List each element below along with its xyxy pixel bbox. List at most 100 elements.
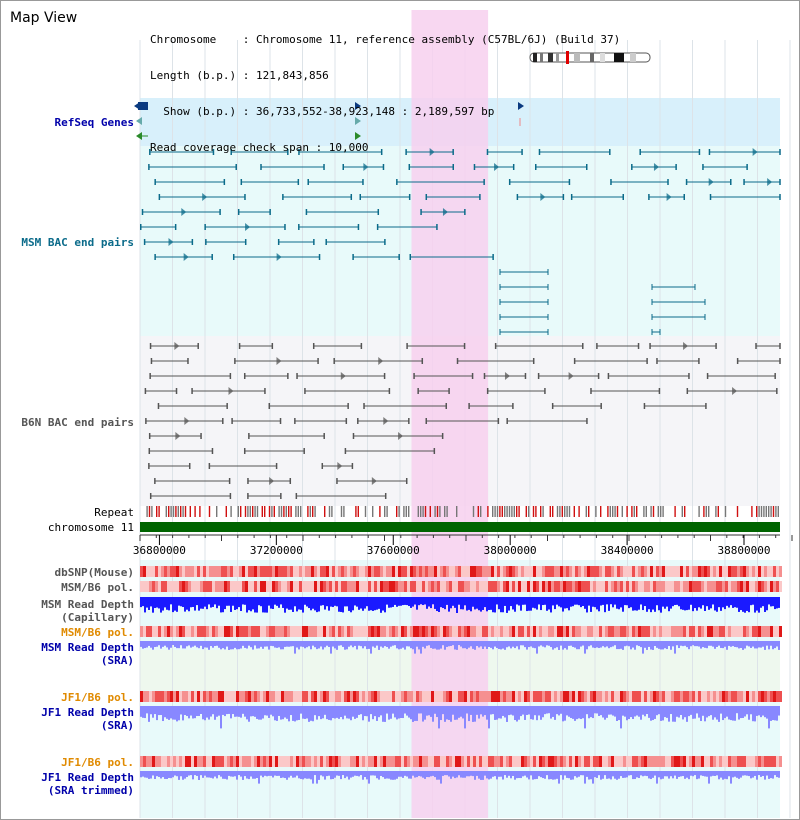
msm-b6-pol-strip-cell bbox=[710, 581, 713, 592]
jf1-sra-depth-bar bbox=[576, 706, 578, 720]
track-label-msm-b6-pol-2[interactable]: MSM/B6 pol. bbox=[61, 626, 134, 639]
msm-sra-depth-bar bbox=[746, 641, 748, 646]
chromosome-bar[interactable] bbox=[140, 522, 780, 532]
jf1-b6-pol-strip-cell bbox=[179, 691, 182, 702]
jf1-b6-pol-strip-2-cell bbox=[689, 756, 692, 767]
msm-b6-pol-strip-2-cell bbox=[164, 626, 167, 637]
jf1-trimmed-depth-bar bbox=[402, 771, 404, 778]
msm-capillary-depth-bar bbox=[176, 597, 178, 612]
dbsnp-strip-cell bbox=[767, 566, 770, 577]
dbsnp-strip-cell bbox=[422, 566, 425, 577]
msm-b6-pol-strip-2-cell bbox=[182, 626, 185, 637]
track-label-jf1-depth-trimmed[interactable]: JF1 Read Depth bbox=[41, 771, 134, 784]
track-label-repeat[interactable]: Repeat bbox=[94, 506, 134, 519]
track-label-b6n-bac[interactable]: B6N BAC end pairs bbox=[21, 416, 134, 429]
highlight-region[interactable] bbox=[411, 10, 489, 818]
jf1-b6-pol-strip-2-cell bbox=[524, 756, 527, 767]
msm-capillary-depth-bar bbox=[212, 597, 214, 607]
jf1-sra-depth-bar bbox=[268, 706, 270, 718]
track-label-refseq-genes[interactable]: RefSeq Genes bbox=[54, 116, 134, 129]
jf1-sra-depth-bar bbox=[228, 706, 230, 714]
jf1-sra-depth-bar bbox=[384, 706, 386, 722]
repeat-element bbox=[578, 506, 580, 517]
track-label-msm-depth-capillary[interactable]: MSM Read Depth bbox=[41, 598, 134, 611]
jf1-trimmed-depth-bar bbox=[662, 771, 664, 779]
repeat-element bbox=[573, 506, 575, 517]
jf1-b6-pol-strip-2-cell bbox=[254, 756, 257, 767]
dbsnp-strip-cell bbox=[380, 566, 383, 577]
gene-glyph[interactable] bbox=[134, 102, 140, 110]
jf1-trimmed-depth-bar bbox=[648, 771, 650, 779]
msm-capillary-depth-bar bbox=[350, 597, 352, 613]
jf1-b6-pol-strip-cell bbox=[347, 691, 350, 702]
jf1-sra-depth-bar bbox=[198, 706, 200, 716]
jf1-b6-pol-strip-2-cell bbox=[209, 756, 212, 767]
jf1-b6-pol-strip-2-cell bbox=[740, 756, 743, 767]
track-label-msm-bac[interactable]: MSM BAC end pairs bbox=[21, 236, 134, 249]
msm-b6-pol-strip-2-cell bbox=[440, 626, 443, 637]
jf1-trimmed-depth-bar bbox=[650, 771, 652, 780]
jf1-trimmed-depth-bar bbox=[552, 771, 554, 780]
track-label-msm-b6-pol-1[interactable]: MSM/B6 pol. bbox=[61, 581, 134, 594]
gene-glyph[interactable] bbox=[355, 102, 361, 110]
msm-sra-depth-bar bbox=[372, 641, 374, 647]
msm-b6-pol-strip-2-cell bbox=[593, 626, 596, 637]
msm-sra-depth-bar bbox=[378, 641, 380, 650]
msm-sra-depth-bar bbox=[542, 641, 544, 647]
dbsnp-strip-cell bbox=[290, 566, 293, 577]
msm-b6-pol-strip-cell bbox=[647, 581, 650, 592]
jf1-b6-pol-strip-cell bbox=[521, 691, 524, 702]
track-label-dbsnp[interactable]: dbSNP(Mouse) bbox=[54, 566, 134, 579]
jf1-b6-pol-strip-2-cell bbox=[161, 756, 164, 767]
gene-block[interactable] bbox=[138, 102, 148, 110]
dbsnp-strip-cell bbox=[437, 566, 440, 577]
msm-sra-depth-bar bbox=[406, 641, 408, 647]
jf1-trimmed-depth-bar bbox=[624, 771, 626, 778]
msm-capillary-depth-bar bbox=[200, 597, 202, 609]
jf1-sra-depth-bar bbox=[634, 706, 636, 717]
jf1-b6-pol-strip-cell bbox=[479, 691, 482, 702]
dbsnp-strip-cell bbox=[266, 566, 269, 577]
msm-capillary-depth-bar bbox=[440, 597, 442, 608]
gene-glyph[interactable] bbox=[355, 117, 361, 125]
b6n-bac-pair-marker bbox=[184, 417, 190, 425]
jf1-sra-depth-bar bbox=[710, 706, 712, 716]
dbsnp-strip-cell bbox=[476, 566, 479, 577]
jf1-trimmed-depth-bar bbox=[274, 771, 276, 776]
msm-b6-pol-strip-2-cell bbox=[215, 626, 218, 637]
jf1-b6-pol-strip-2-cell bbox=[677, 756, 680, 767]
jf1-trimmed-depth-bar bbox=[504, 771, 506, 776]
msm-sra-depth-bar bbox=[156, 641, 158, 647]
jf1-b6-pol-strip-cell bbox=[356, 691, 359, 702]
jf1-trimmed-depth-bar bbox=[742, 771, 744, 776]
msm-b6-pol-strip-cell bbox=[776, 581, 779, 592]
msm-capillary-depth-bar bbox=[670, 597, 672, 609]
jf1-b6-pol-strip-2-cell bbox=[140, 756, 143, 767]
msm-b6-pol-strip-cell bbox=[704, 581, 707, 592]
gene-glyph[interactable] bbox=[136, 132, 142, 140]
track-label-jf1-depth-sra[interactable]: JF1 Read Depth bbox=[41, 706, 134, 719]
msm-b6-pol-strip-cell bbox=[638, 581, 641, 592]
dbsnp-strip-cell bbox=[464, 566, 467, 577]
jf1-sra-depth-bar bbox=[366, 706, 368, 717]
jf1-trimmed-depth-bar bbox=[202, 771, 204, 778]
msm-b6-pol-strip-2-cell bbox=[143, 626, 146, 637]
dbsnp-strip-cell bbox=[521, 566, 524, 577]
track-label-jf1-b6-pol-2[interactable]: JF1/B6 pol. bbox=[61, 756, 134, 769]
dbsnp-strip-cell bbox=[161, 566, 164, 577]
track-label-jf1-b6-pol-1[interactable]: JF1/B6 pol. bbox=[61, 691, 134, 704]
msm-capillary-depth-bar bbox=[484, 597, 486, 608]
dbsnp-strip-cell bbox=[515, 566, 518, 577]
msm-capillary-depth-bar bbox=[182, 597, 184, 608]
msm-capillary-depth-bar bbox=[720, 597, 722, 611]
jf1-b6-pol-strip-cell bbox=[518, 691, 521, 702]
msm-sra-depth-bar bbox=[310, 641, 312, 650]
msm-b6-pol-strip-cell bbox=[773, 581, 776, 592]
gene-glyph[interactable] bbox=[136, 117, 142, 125]
gene-glyph[interactable] bbox=[518, 102, 524, 110]
gene-glyph[interactable] bbox=[355, 132, 361, 140]
jf1-b6-pol-strip-2-cell bbox=[359, 756, 362, 767]
track-label-msm-depth-sra[interactable]: MSM Read Depth bbox=[41, 641, 134, 654]
msm-capillary-depth-bar bbox=[226, 597, 228, 606]
